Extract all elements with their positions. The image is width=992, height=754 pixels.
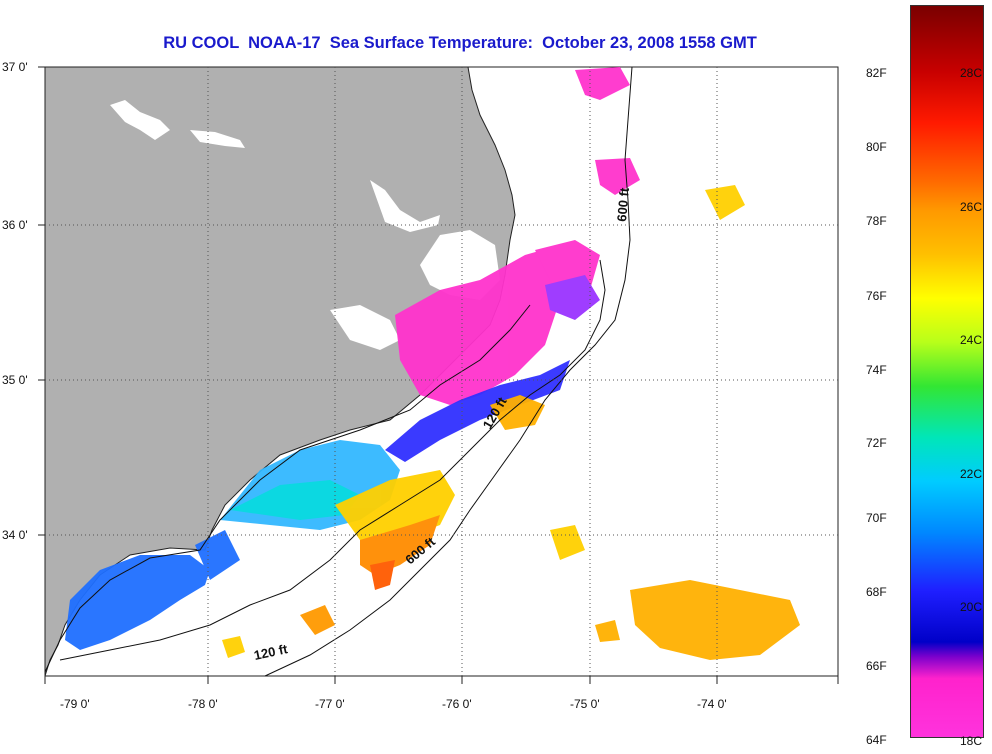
colorbar-label-82f: 82F [866,66,887,80]
colorbar-label-24c: 24C [960,333,983,347]
colorbar-label-68f: 68F [866,585,887,599]
sst-warm-patches [222,185,800,660]
lon-label-78: -78 0' [188,697,218,711]
colorbar-label-18c: 18C [960,734,983,748]
colorbar-label-80f: 80F [866,140,887,154]
map-title: RU COOL NOAA-17 Sea Surface Temperature:… [163,34,757,52]
grid-lines [45,67,838,676]
sst-cool-patches [65,360,570,650]
colorbar-label-22c: 22C [960,467,983,481]
isobath-label-120ft-south: 120 ft [253,641,290,663]
river-1 [110,100,170,140]
isobath-label-600ft-north: 600 ft [614,186,632,222]
lon-label-76: -76 0' [442,697,472,711]
colorbar-label-70f: 70F [866,511,887,525]
coast-offset [44,304,531,673]
colorbar-label-78f: 78F [866,214,887,228]
inlet-3 [370,180,440,232]
river-2 [190,130,245,148]
sst-cold-patches [395,67,640,405]
colorbar-label-74f: 74F [866,363,887,377]
frame-ticks [38,66,839,684]
colorbar-label-28c: 28C [960,66,983,80]
lon-label-79: -79 0' [60,697,90,711]
colorbar-label-72f: 72F [866,436,887,450]
inlet-4 [330,305,400,350]
colorbar-label-76f: 76F [866,289,887,303]
colorbar-label-20c: 20C [960,600,983,614]
lat-label-36: 36 0' [2,218,28,232]
isobath-120ft [59,259,606,661]
lat-label-37: 37 0' [2,60,28,74]
isobath-600ft [264,66,633,677]
lat-label-34: 34 0' [2,528,28,542]
colorbar-label-64f: 64F [866,733,887,747]
colorbar-label-26c: 26C [960,200,983,214]
lat-label-35: 35 0' [2,373,28,387]
lon-label-77: -77 0' [315,697,345,711]
colorbar-label-66f: 66F [866,659,887,673]
lon-label-75: -75 0' [570,697,600,711]
temperature-colorbar [910,5,984,738]
lon-label-74: -74 0' [697,697,727,711]
